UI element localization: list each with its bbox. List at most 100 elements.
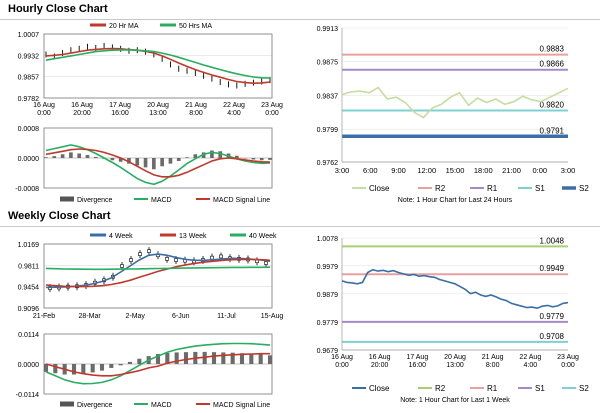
legend-label: 4 Week [109,233,133,240]
ma-line [45,47,271,85]
x-tick-label: 3:00 [335,166,350,175]
divergence-bar [90,364,95,373]
x-tick-label: 15:00 [446,166,465,175]
divergence-bar [53,364,58,374]
x-tick-label: 0:00 [532,166,547,175]
price-marker [147,249,151,253]
macd-line [45,342,271,385]
y-tick-label: 0.9875 [317,60,339,67]
ma-line [45,253,271,289]
divergence-bar [185,157,189,158]
x-tick-label: 15-Aug [261,313,284,320]
ma-line [45,258,271,288]
x-tick-label: 16 Aug [369,354,391,361]
pivot-level-label: 0.9883 [540,45,565,54]
y-tick-label: 0.0000 [18,362,40,369]
legend-label: MACD Signal Line [213,197,270,204]
legend-label: Close [369,184,390,193]
x-tick-label: 0:00 [265,110,279,117]
divider [0,19,600,20]
legend-label: R2 [435,184,446,193]
divergence-bar [143,158,148,168]
divergence-bar [210,150,214,158]
y-tick-label: -0.0008 [15,186,39,193]
divergence-bar [93,156,98,158]
legend-label: 40 Week [249,233,277,240]
divergence-bar [168,158,173,164]
y-tick-label: 1.0078 [317,236,339,243]
legend-label: S1 [535,184,545,193]
divergence-bar [109,364,114,368]
x-tick-label: 12:00 [417,166,436,175]
y-tick-label: 0.9857 [18,75,40,82]
y-tick-label: 0.9837 [317,93,339,100]
x-tick-label: 9:00 [391,166,406,175]
y-tick-label: 0.9979 [317,264,339,271]
divergence-bar [249,353,254,364]
x-tick-label: 21:00 [502,166,521,175]
divergence-bar [251,158,256,160]
legend-label: R1 [487,184,498,193]
divergence-bar [81,364,86,374]
x-tick-label: 6-Jun [172,313,190,320]
divergence-bar [259,158,264,161]
signal-line [45,148,271,178]
divergence-bar [77,153,82,158]
x-tick-label: 22 Aug [223,102,245,109]
x-tick-label: 11-Jul [217,313,236,320]
legend-label: S1 [535,384,545,393]
divergence-bar [99,364,105,371]
x-tick-label: 20 Aug [147,102,169,109]
legend-label: 13 Week [179,233,207,240]
divergence-bar [218,151,223,158]
x-tick-label: 13:00 [149,110,167,117]
y-tick-label: 0.9811 [18,263,39,270]
divergence-bar [110,158,115,161]
legend-label: Divergence [77,402,113,409]
divergence-bar [230,352,235,364]
pivot-level-label: 0.9949 [540,264,565,273]
plot-frame [43,33,273,99]
hourly-price-chart: 20 Hr MA 50 Hrs MA 1.0007 0.9932 0.9857 0.978… [18,23,283,117]
x-tick-label: 16 Aug [331,354,353,361]
price-marker [120,264,124,268]
y-tick-label: 0.0114 [18,332,39,339]
pivot-level-label: 1.0048 [540,236,565,245]
weekly-pivot-chart: 1.0078 0.9979 0.9879 0.9779 0.9679 1.0048 0.99… [317,236,590,404]
y-tick-label: 0.9782 [18,96,40,103]
x-tick-label: 18:00 [474,166,493,175]
x-tick-label: 16:00 [111,110,129,117]
divergence-bar [239,353,245,364]
divergence-bar [221,352,226,364]
divergence-bar [44,157,48,158]
y-tick-label: 0.9454 [18,285,40,292]
divergence-bar [137,358,142,364]
x-tick-label: 8:00 [486,362,500,369]
x-tick-label: 21-Feb [33,313,55,320]
price-marker [129,258,133,262]
x-tick-label: 20 Aug [444,354,466,361]
x-tick-label: 17 Aug [109,102,131,109]
legend-label: MACD [151,197,172,204]
weekly-macd-chart: 0.0114 0.0000 -0.0114 Divergence MACD MACD Si… [16,332,273,409]
legend-label: Divergence [77,197,113,204]
y-tick-label: 0.9096 [18,306,40,313]
weekly-section-title: Weekly Close Chart [8,210,111,222]
pivot-level-label: 0.9708 [540,332,565,341]
divergence-bar [152,158,156,170]
divergence-bar [258,354,263,364]
divergence-bar [211,352,217,364]
hourly-section-title: Hourly Close Chart [8,3,108,15]
x-tick-label: 3:00 [561,166,576,175]
y-tick-label: 1.0007 [18,32,40,39]
legend-label: S2 [579,384,589,393]
divergence-bar [118,158,123,162]
price-marker [138,252,142,256]
price-marker [174,258,178,262]
plot-frame [43,243,273,309]
y-tick-label: 0.9762 [317,160,339,167]
hourly-pivot-chart: 0.9913 0.9875 0.9837 0.9799 0.9762 0.9883 0.98… [317,26,590,204]
macd-line [45,144,271,186]
x-tick-label: 8:00 [189,110,203,117]
x-tick-label: 16 Aug [71,102,93,109]
